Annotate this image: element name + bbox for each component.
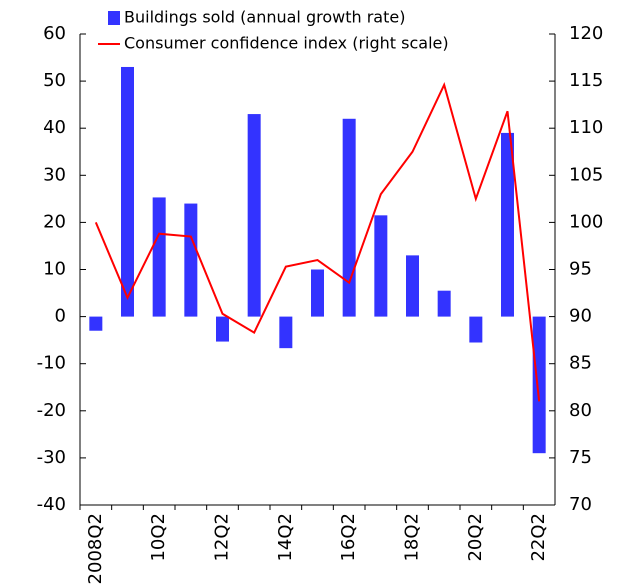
bar <box>311 269 324 317</box>
bar <box>121 66 134 317</box>
legend-swatch <box>108 11 120 25</box>
y2-tick-label: 80 <box>569 400 592 421</box>
x-tick-label: 2008Q2 <box>85 513 106 584</box>
y2-tick-label: 105 <box>569 164 603 185</box>
y-tick-label: 20 <box>43 211 66 232</box>
legend-label: Consumer confidence index (right scale) <box>124 34 449 53</box>
y-tick-label: 10 <box>43 259 66 280</box>
bar <box>89 316 103 331</box>
y-tick-label: 50 <box>43 70 66 91</box>
y2-tick-label: 100 <box>569 211 603 232</box>
x-tick-label: 14Q2 <box>275 513 296 562</box>
bar <box>216 316 229 342</box>
y2-tick-label: 115 <box>569 70 603 91</box>
y-tick-label: -30 <box>37 447 66 468</box>
y-tick-label: -10 <box>37 353 66 374</box>
bar <box>279 316 293 349</box>
x-tick-label: 16Q2 <box>338 513 359 562</box>
x-tick-label: 12Q2 <box>212 513 233 562</box>
bar <box>374 215 388 317</box>
bar <box>437 290 451 317</box>
y-tick-label: 30 <box>43 164 66 185</box>
bar <box>184 203 198 317</box>
x-tick-label: 10Q2 <box>148 513 169 562</box>
bar <box>406 255 419 317</box>
x-tick-label: 22Q2 <box>528 513 549 562</box>
y-tick-label: 60 <box>43 23 66 44</box>
bar <box>342 118 356 317</box>
y2-tick-label: 95 <box>569 259 592 280</box>
y2-tick-label: 70 <box>569 494 592 515</box>
x-tick-label: 20Q2 <box>465 513 486 562</box>
y2-tick-label: 85 <box>569 353 592 374</box>
y-tick-label: 0 <box>55 306 66 327</box>
y2-tick-label: 75 <box>569 447 592 468</box>
bar <box>501 132 514 317</box>
bar <box>247 114 261 317</box>
y-tick-label: -40 <box>37 494 66 515</box>
x-tick-label: 18Q2 <box>402 513 423 562</box>
line <box>94 82 541 402</box>
y-tick-label: -20 <box>37 400 66 421</box>
y2-tick-label: 120 <box>569 23 603 44</box>
bar <box>152 197 166 317</box>
y-tick-label: 40 <box>43 117 66 138</box>
bar <box>532 316 546 454</box>
y2-tick-label: 110 <box>569 117 603 138</box>
legend-label: Buildings sold (annual growth rate) <box>124 8 405 27</box>
y2-tick-label: 90 <box>569 306 592 327</box>
bar <box>469 316 483 343</box>
